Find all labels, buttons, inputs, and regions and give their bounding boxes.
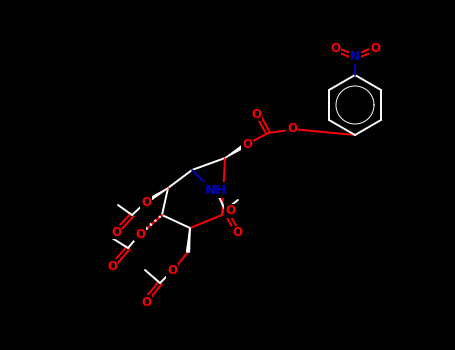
Text: N: N [350,50,360,63]
Polygon shape [145,188,168,203]
Polygon shape [225,142,248,158]
Text: O: O [167,265,177,278]
Text: O: O [251,107,261,120]
Text: O: O [141,196,151,209]
Polygon shape [187,228,190,252]
Text: O: O [370,42,380,55]
Text: O: O [242,138,252,150]
Text: O: O [141,295,151,308]
Text: O: O [232,226,242,239]
Text: O: O [225,204,235,217]
Text: NH: NH [205,183,227,196]
Text: O: O [135,228,145,240]
Text: O: O [111,225,121,238]
Text: O: O [330,42,340,55]
Text: O: O [107,259,117,273]
Text: O: O [287,122,297,135]
